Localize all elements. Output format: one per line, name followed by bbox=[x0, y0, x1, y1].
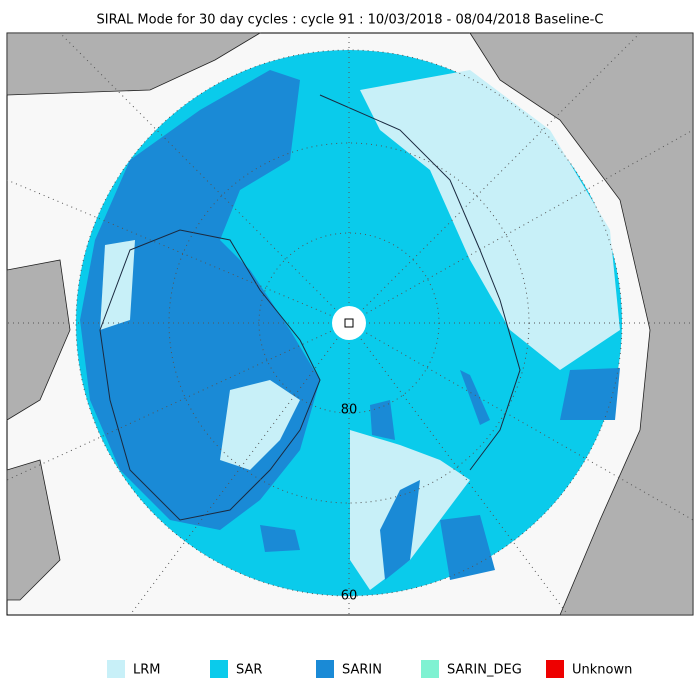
legend-label: SAR bbox=[236, 663, 262, 678]
land bbox=[6, 259, 71, 421]
legend-label: SARIN bbox=[342, 663, 382, 678]
sarin-region bbox=[260, 525, 300, 552]
lrm-region bbox=[360, 70, 620, 370]
legend-swatch bbox=[107, 660, 125, 678]
legend: LRM SAR SARIN SARIN_DEG Unknown bbox=[107, 660, 632, 678]
lrm-region bbox=[220, 380, 300, 470]
coastline bbox=[99, 229, 321, 521]
legend-label: LRM bbox=[133, 663, 161, 678]
sarin-region bbox=[370, 400, 395, 440]
latitude-circle bbox=[75, 49, 623, 597]
legend-label: Unknown bbox=[572, 663, 632, 678]
latitude-label: 60 bbox=[341, 589, 358, 604]
pole-marker bbox=[344, 318, 354, 328]
latitude-label: 80 bbox=[341, 403, 358, 418]
legend-swatch bbox=[316, 660, 334, 678]
sarin-region bbox=[560, 368, 620, 420]
coastline bbox=[319, 94, 521, 471]
legend-swatch bbox=[546, 660, 564, 678]
legend-swatch bbox=[210, 660, 228, 678]
legend-label: SARIN_DEG bbox=[447, 663, 522, 678]
map: 80 60 bbox=[6, 32, 694, 616]
meridian bbox=[6, 32, 694, 616]
legend-swatch bbox=[421, 660, 439, 678]
pole-hole bbox=[332, 306, 366, 340]
land bbox=[6, 459, 61, 601]
land bbox=[6, 32, 262, 96]
title: SIRAL Mode for 30 day cycles : cycle 91 … bbox=[97, 13, 604, 28]
sarin-region bbox=[460, 370, 490, 425]
sarin-region bbox=[380, 480, 420, 580]
sarin-region bbox=[440, 515, 495, 580]
land bbox=[469, 32, 694, 616]
